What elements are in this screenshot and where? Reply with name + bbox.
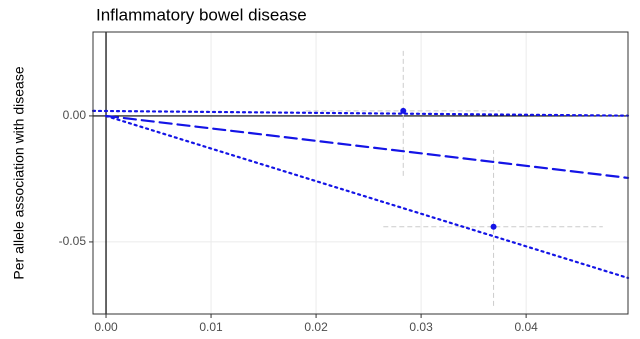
y-axis-label: Per allele association with disease [11, 66, 27, 279]
fit-line [104, 114, 630, 180]
y-tick-label: 0.00 [63, 108, 87, 122]
x-tick-label: 0.02 [304, 320, 328, 334]
panel-border [92, 31, 629, 315]
fit-line [91, 109, 630, 117]
x-tick-label: 0.01 [199, 320, 223, 334]
x-tick-label: 0.04 [514, 320, 538, 334]
panel [93, 32, 628, 314]
y-tick-label: -0.05 [59, 234, 87, 248]
point [490, 223, 497, 230]
chart-title: Inflammatory bowel disease [96, 5, 307, 24]
fit-line [104, 114, 630, 280]
x-tick-label: 0.03 [409, 320, 433, 334]
x-tick-label: 0.00 [94, 320, 118, 334]
point [400, 107, 407, 114]
